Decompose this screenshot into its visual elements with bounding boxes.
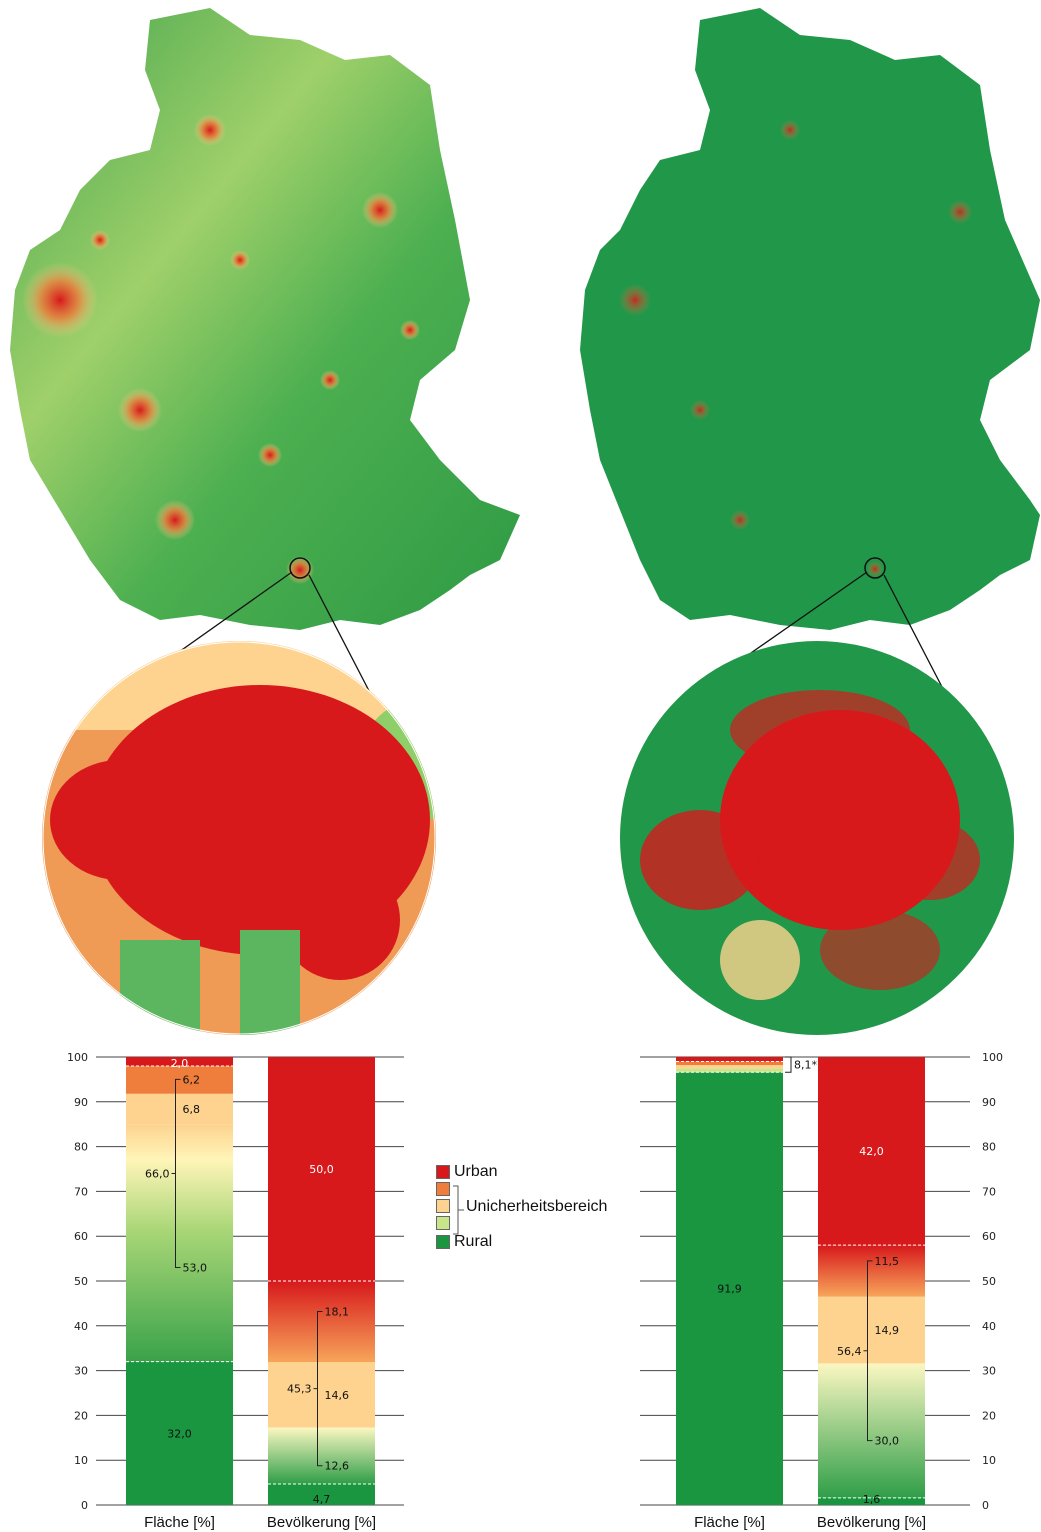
data-label-uncertainty-sub: 53,0 (183, 1262, 208, 1275)
peach-swatch (436, 1199, 450, 1213)
data-label-uncertainty-sub: 6,2 (183, 1073, 201, 1086)
legend-item-orange (436, 1182, 454, 1196)
bar-segment-uncertainty (126, 1124, 233, 1362)
y-tick-label: 30 (982, 1365, 996, 1378)
data-label-rural: 91,9 (717, 1283, 742, 1296)
legend: Urban Rural Unicherheitsbereich (436, 1163, 646, 1250)
bar-segment-uncertainty (818, 1296, 925, 1364)
legend-label-rural: Rural (454, 1233, 493, 1250)
y-tick-label: 20 (982, 1409, 996, 1422)
y-tick-label: 0 (81, 1499, 88, 1512)
urban-swatch (436, 1165, 450, 1179)
y-tick-label: 70 (74, 1185, 88, 1198)
y-tick-label: 80 (982, 1141, 996, 1154)
data-label-uncertainty-total: 66,0 (145, 1167, 170, 1180)
y-tick-label: 10 (74, 1454, 88, 1467)
data-label-uncertainty-total: 45,3 (287, 1383, 312, 1396)
legend-item-urban: Urban (436, 1163, 498, 1181)
bar-segment-uncertainty (268, 1362, 375, 1428)
chart-left: 0 10 20 30 40 50 60 70 80 90 100 32,0 2,0 66,0 53,0 6,8… (67, 1051, 404, 1531)
bar-segment-uncertainty (676, 1061, 783, 1066)
legend-label-urban: Urban (454, 1163, 498, 1180)
y-tick-label: 90 (982, 1096, 996, 1109)
uncertainty-bracket (785, 1056, 792, 1073)
x-category-label: Bevölkerung [%] (267, 1514, 376, 1531)
y-tick-label: 0 (982, 1499, 989, 1512)
maps-figure (10, 8, 1040, 1035)
y-tick-label: 50 (74, 1275, 88, 1288)
bar-segment-rural (126, 1361, 233, 1505)
y-tick-label: 90 (74, 1096, 88, 1109)
map-right (580, 8, 1040, 630)
data-label-rural: 1,6 (863, 1493, 881, 1506)
bar-segment-uncertainty (126, 1093, 233, 1125)
y-tick-label: 40 (74, 1320, 88, 1333)
bar-segment-rural (268, 1483, 375, 1505)
bar-segment-rural (818, 1497, 925, 1505)
bar-segment-uncertainty (676, 1068, 783, 1073)
map-left (10, 8, 520, 630)
bar-segment-urban (126, 1057, 233, 1066)
bar-segment-urban (818, 1057, 925, 1246)
data-label-uncertainty-sub: 12,6 (325, 1460, 350, 1473)
y-tick-label: 70 (982, 1185, 996, 1198)
bar-segment-uncertainty (818, 1363, 925, 1498)
legend-bracket (453, 1185, 464, 1235)
bar-segment-uncertainty (676, 1065, 783, 1069)
data-label-urban: 50,0 (309, 1163, 334, 1176)
bar-segment-urban (268, 1057, 375, 1281)
data-label-rural: 4,7 (313, 1493, 331, 1506)
zoom-circle-right (620, 641, 1014, 1035)
data-label-uncertainty-sub: 30,0 (875, 1435, 900, 1448)
orange-swatch (436, 1182, 450, 1196)
data-label-rural: 32,0 (167, 1427, 192, 1440)
bar-segment-uncertainty (818, 1245, 925, 1297)
x-category-label: Bevölkerung [%] (817, 1514, 926, 1531)
data-label-uncertainty-sub: 14,9 (875, 1324, 900, 1337)
data-label-uncertainty-total: 8,1* (794, 1059, 817, 1072)
y-tick-label: 100 (982, 1051, 1003, 1064)
legend-item-peach (436, 1199, 454, 1213)
y-tick-label: 80 (74, 1141, 88, 1154)
bar-segment-uncertainty (268, 1281, 375, 1363)
y-tick-label: 60 (982, 1230, 996, 1243)
y-tick-label: 100 (67, 1051, 88, 1064)
legend-label-uncertainty: Unicherheitsbereich (466, 1198, 608, 1215)
data-label-urban: 42,0 (859, 1145, 884, 1158)
y-tick-label: 50 (982, 1275, 996, 1288)
bar-segment-urban (676, 1057, 783, 1062)
y-tick-label: 40 (982, 1320, 996, 1333)
data-label-uncertainty-sub: 11,5 (875, 1255, 900, 1268)
bar-segment-rural (676, 1072, 783, 1505)
zoom-circle-left (42, 641, 436, 1035)
x-category-label: Fläche [%] (694, 1514, 765, 1531)
data-label-urban: 2,0 (171, 1057, 189, 1070)
bar-segment-uncertainty (268, 1427, 375, 1484)
chart-right: 0 10 20 30 40 50 60 70 80 90 100 91,9 8,1* Fläche [%]… (640, 1051, 1003, 1531)
data-label-uncertainty-sub: 6,8 (183, 1103, 201, 1116)
y-tick-label: 20 (74, 1409, 88, 1422)
data-label-uncertainty-sub: 14,6 (325, 1389, 350, 1402)
legend-item-rural: Rural (436, 1233, 492, 1251)
rural-swatch (436, 1235, 450, 1249)
y-tick-label: 30 (74, 1365, 88, 1378)
y-tick-label: 60 (74, 1230, 88, 1243)
y-tick-label: 10 (982, 1454, 996, 1467)
lightgreen-swatch (436, 1216, 450, 1230)
data-label-uncertainty-total: 56,4 (837, 1345, 862, 1358)
legend-item-lightgreen (436, 1216, 454, 1230)
x-category-label: Fläche [%] (144, 1514, 215, 1531)
data-label-uncertainty-sub: 18,1 (325, 1306, 350, 1319)
